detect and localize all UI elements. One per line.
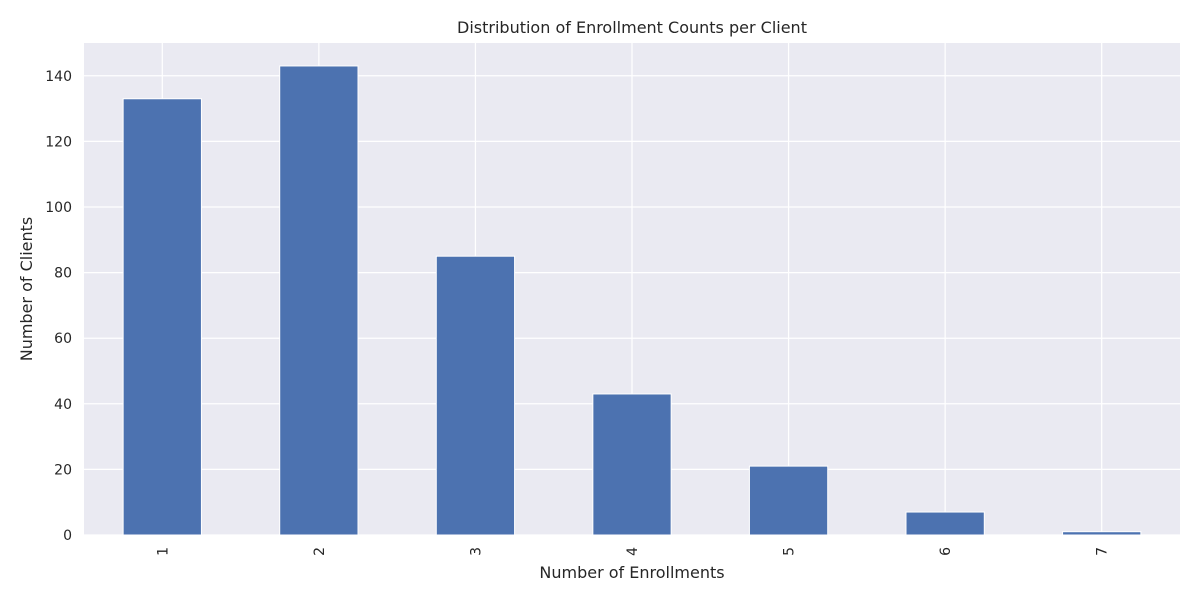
y-tick-label: 80 — [54, 266, 72, 282]
y-tick-label: 120 — [45, 134, 72, 150]
x-axis-ticks: 1 2 3 4 5 6 7 — [155, 547, 1110, 556]
bar-1 — [122, 98, 202, 536]
x-tick-label: 2 — [312, 547, 328, 556]
x-tick-label: 6 — [938, 547, 954, 556]
y-axis-label: Number of Clients — [17, 217, 36, 362]
x-tick-label: 3 — [468, 547, 484, 556]
bars — [122, 65, 1142, 536]
y-tick-label: 60 — [54, 331, 72, 347]
x-tick-label: 7 — [1095, 547, 1111, 556]
y-tick-label: 140 — [45, 69, 72, 85]
x-axis-label: Number of Enrollments — [539, 563, 724, 582]
bar-2 — [279, 65, 359, 536]
y-tick-label: 100 — [45, 200, 72, 216]
y-tick-label: 20 — [54, 462, 72, 478]
bar-5 — [748, 465, 829, 536]
y-tick-label: 0 — [63, 528, 72, 544]
y-axis-ticks: 0 20 40 60 80 100 120 140 — [45, 69, 72, 544]
bar-4 — [592, 393, 672, 536]
bar-7 — [1062, 531, 1142, 536]
y-tick-label: 40 — [54, 397, 72, 413]
x-tick-label: 4 — [625, 547, 641, 556]
x-tick-label: 1 — [155, 547, 171, 556]
x-tick-label: 5 — [782, 547, 798, 556]
chart-title: Distribution of Enrollment Counts per Cl… — [457, 18, 807, 37]
bar-6 — [905, 511, 985, 536]
bar-3 — [435, 255, 516, 536]
